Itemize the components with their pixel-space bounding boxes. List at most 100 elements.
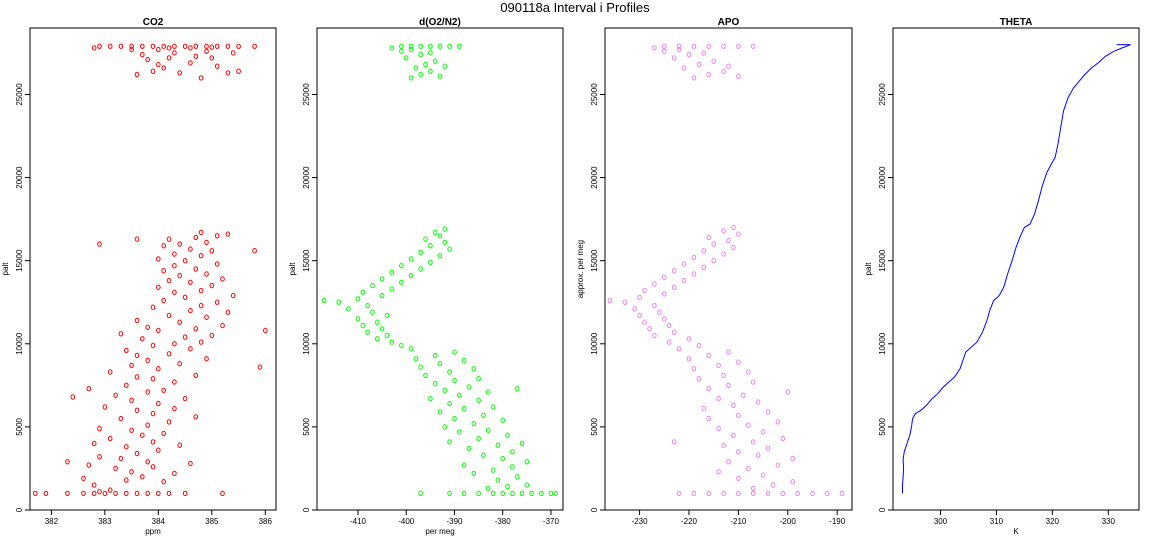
data-point xyxy=(140,432,145,438)
data-point xyxy=(134,374,140,380)
data-point xyxy=(495,477,501,483)
data-point xyxy=(134,352,140,359)
data-point xyxy=(418,71,424,78)
data-point xyxy=(375,336,380,342)
data-point xyxy=(418,249,424,256)
theta-profile-line xyxy=(902,44,1131,494)
data-point xyxy=(721,43,726,49)
data-point xyxy=(370,282,375,289)
data-point xyxy=(428,43,433,49)
data-point xyxy=(418,266,424,272)
x-tick-label: 383 xyxy=(98,517,112,526)
data-point xyxy=(476,490,481,497)
data-point xyxy=(172,50,177,56)
data-point xyxy=(365,302,370,309)
data-point xyxy=(428,395,433,402)
data-point xyxy=(198,229,204,236)
data-point xyxy=(721,372,726,379)
data-point xyxy=(662,291,667,297)
data-point xyxy=(107,435,113,442)
data-point xyxy=(177,442,182,448)
data-point xyxy=(43,490,49,497)
y-tick-label: 5000 xyxy=(15,417,24,435)
data-point xyxy=(389,286,395,292)
data-point xyxy=(161,479,166,485)
data-point xyxy=(726,349,731,355)
data-point xyxy=(209,248,215,254)
data-point xyxy=(461,405,467,412)
data-point xyxy=(177,70,182,76)
data-point xyxy=(447,400,452,407)
data-point xyxy=(671,329,677,335)
data-point xyxy=(198,339,204,345)
data-point xyxy=(209,44,215,50)
data-point xyxy=(726,459,731,465)
data-point xyxy=(481,412,486,418)
data-point xyxy=(775,462,781,468)
data-point xyxy=(447,490,452,497)
data-point xyxy=(442,387,448,393)
data-point xyxy=(442,63,448,69)
data-point xyxy=(172,43,177,49)
data-point xyxy=(346,306,351,312)
plot-frame xyxy=(29,27,277,511)
data-point xyxy=(706,352,712,359)
data-point xyxy=(193,53,199,59)
data-point xyxy=(452,415,457,422)
data-point xyxy=(140,51,145,58)
data-point xyxy=(510,449,515,455)
data-point xyxy=(736,475,741,482)
data-point xyxy=(263,327,268,334)
data-point xyxy=(457,392,462,398)
data-point xyxy=(145,56,150,63)
data-point xyxy=(428,68,433,74)
data-point xyxy=(214,299,220,305)
data-point xyxy=(399,279,404,285)
data-point xyxy=(166,312,172,319)
x-axis-label: ppm xyxy=(145,527,161,536)
data-point xyxy=(413,356,419,362)
y-axis-label: approx. per meg xyxy=(576,240,585,298)
data-point xyxy=(711,258,717,264)
y-tick-label: 5000 xyxy=(590,417,599,435)
data-point xyxy=(408,272,414,279)
data-point xyxy=(204,314,209,320)
data-point xyxy=(750,439,756,445)
data-point xyxy=(746,465,751,472)
data-point xyxy=(214,233,220,239)
data-point xyxy=(662,274,667,280)
data-point xyxy=(510,464,515,470)
data-point xyxy=(161,65,166,71)
data-point xyxy=(652,332,657,339)
data-point xyxy=(428,259,433,266)
data-point xyxy=(760,429,766,435)
data-point xyxy=(476,435,481,442)
data-point xyxy=(529,490,534,497)
data-point xyxy=(485,427,491,433)
data-point xyxy=(355,316,361,322)
data-point xyxy=(166,490,172,497)
data-point xyxy=(423,372,428,379)
data-point xyxy=(736,43,741,49)
y-axis-label: palt xyxy=(288,262,297,276)
data-point xyxy=(166,236,172,242)
data-point xyxy=(182,490,188,497)
data-point xyxy=(182,258,188,264)
data-point xyxy=(118,415,124,422)
data-point xyxy=(686,356,692,362)
data-point xyxy=(102,404,108,410)
data-point xyxy=(220,490,225,497)
data-point xyxy=(671,268,677,274)
data-point xyxy=(706,234,712,241)
data-point xyxy=(360,322,366,329)
data-point xyxy=(490,467,496,473)
panel-title: APO xyxy=(718,17,740,28)
y-tick-label: 10000 xyxy=(302,332,311,355)
data-point xyxy=(514,386,520,392)
data-point xyxy=(408,43,414,49)
data-point xyxy=(447,369,452,375)
data-point xyxy=(676,46,682,53)
data-point xyxy=(428,50,433,56)
x-tick-label: -380 xyxy=(495,517,512,526)
data-point xyxy=(607,297,613,304)
